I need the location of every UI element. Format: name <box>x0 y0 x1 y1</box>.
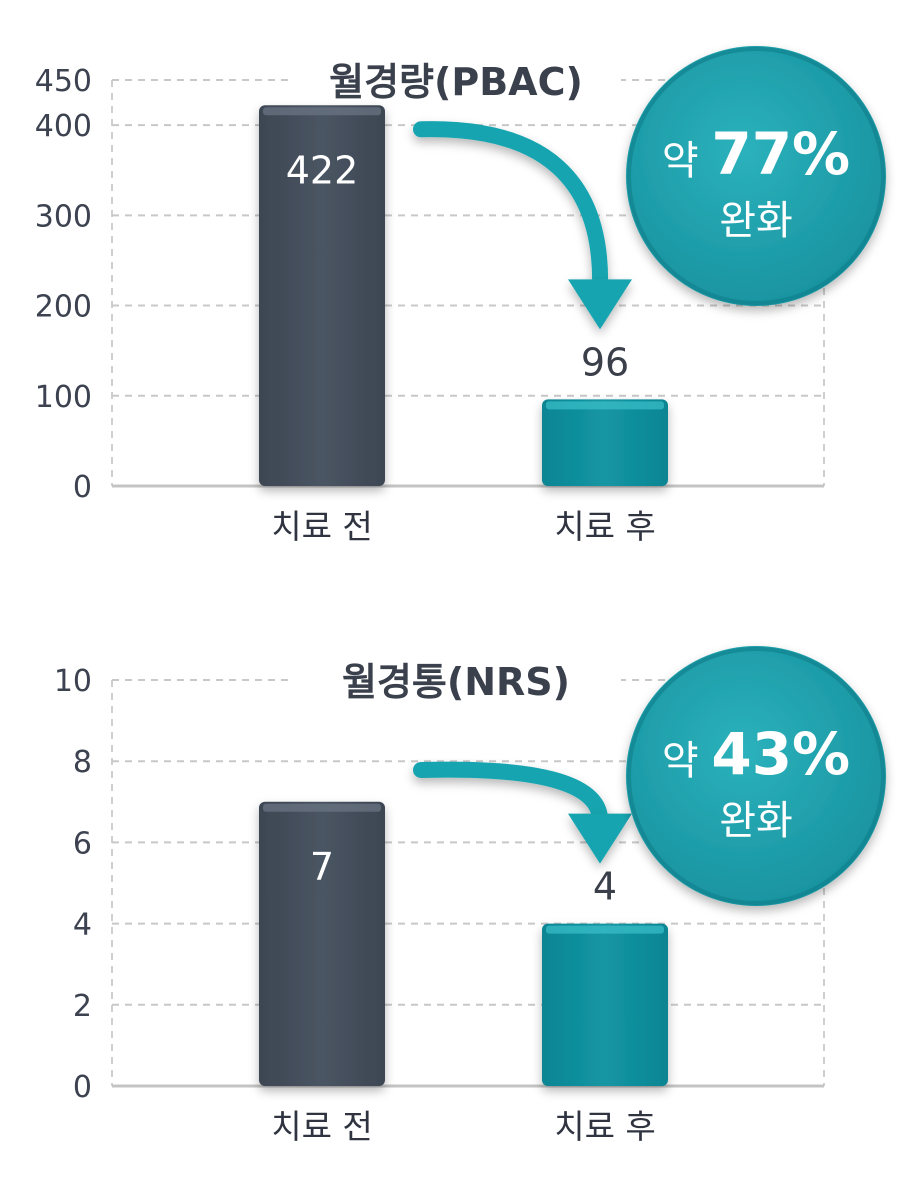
bar-after-treatment <box>542 399 668 486</box>
badge-percent: 43% <box>711 720 850 788</box>
y-tick-label: 6 <box>73 826 92 861</box>
y-tick-label: 200 <box>35 290 92 325</box>
bar-before-treatment <box>259 801 385 1086</box>
badge-percent: 77% <box>711 120 850 188</box>
nrs-chart: 0 2 4 6 8 10 월경통(NRS) 치료 전 치료 후 7 4 약 43% 완화 <box>54 646 886 1146</box>
chart-title: 월경통(NRS) <box>342 660 570 704</box>
bar-after-treatment <box>542 923 668 1086</box>
bar-before-treatment <box>259 105 385 487</box>
arrow-head <box>568 813 632 864</box>
y-tick-label: 300 <box>35 199 92 234</box>
bar-data-label: 422 <box>286 148 359 192</box>
badge-circle <box>626 46 886 306</box>
title-background <box>291 55 621 107</box>
y-tick-label: 0 <box>73 1070 92 1105</box>
bar-data-label: 96 <box>581 340 629 384</box>
x-category-label: 치료 후 <box>554 507 656 546</box>
badge-ring <box>627 647 885 905</box>
x-category-label: 치료 전 <box>271 1107 373 1146</box>
badge-suffix: 완화 <box>719 198 793 244</box>
y-tick-label: 100 <box>35 380 92 415</box>
chart-title: 월경량(PBAC) <box>329 60 583 104</box>
reduction-badge: 약 77% 완화 <box>626 46 886 306</box>
bar-data-label: 7 <box>310 845 334 889</box>
y-tick-label: 400 <box>35 109 92 144</box>
y-tick-label: 2 <box>73 989 92 1024</box>
y-tick-label: 0 <box>73 470 92 505</box>
bar-bevel <box>263 803 381 812</box>
badge-prefix: 약 <box>662 738 712 784</box>
badge-prefix: 약 <box>662 138 712 184</box>
bar-data-label: 4 <box>593 865 617 909</box>
badge-suffix: 완화 <box>719 798 793 844</box>
badge-percent-line: 약 43% <box>662 720 850 788</box>
y-tick-label: 4 <box>73 908 92 943</box>
badge-ring <box>627 47 885 305</box>
badge-percent-line: 약 77% <box>662 120 850 188</box>
bar-bevel <box>546 401 664 410</box>
y-tick-label: 10 <box>54 664 92 699</box>
y-tick-label: 8 <box>73 745 92 780</box>
x-category-label: 치료 후 <box>554 1107 656 1146</box>
arrow-head <box>568 279 632 330</box>
bar-bevel <box>546 925 664 934</box>
bar-bevel <box>263 107 381 116</box>
x-category-label: 치료 전 <box>271 507 373 546</box>
badge-circle <box>626 646 886 906</box>
decrease-arrow <box>413 121 609 298</box>
y-tick-label: 450 <box>35 64 92 99</box>
pbac-chart: 0 100 200 300 400 450 월경량(PBAC) 치료 전 치료 후 422 96 약 … <box>35 46 886 546</box>
reduction-badge: 약 43% 완화 <box>626 646 886 906</box>
title-background <box>291 655 621 707</box>
decrease-arrow <box>413 761 609 832</box>
